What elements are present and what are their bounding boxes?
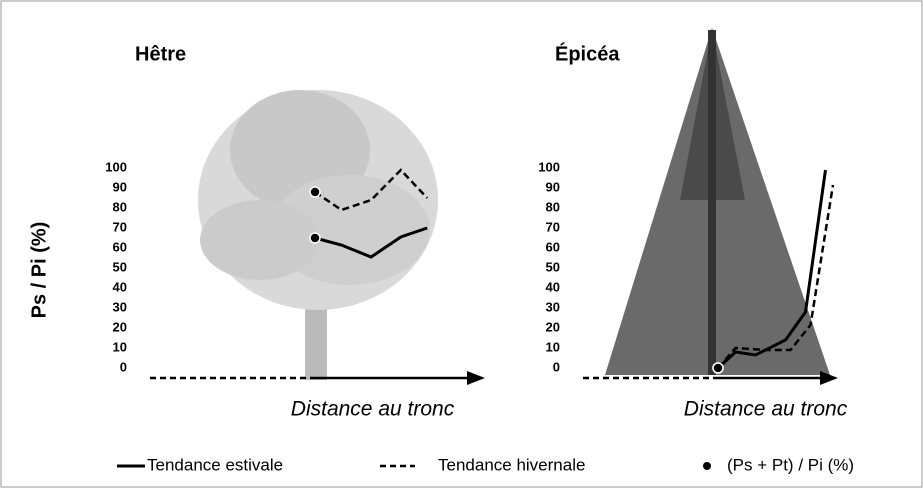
y-tick-label: 40: [546, 279, 560, 294]
y-tick-label: 20: [113, 319, 127, 334]
start-marker: [310, 187, 320, 197]
figure: Ps / Pi (%) Tendance estivale Tendance h…: [0, 0, 923, 488]
y-tick-label: 60: [546, 239, 560, 254]
y-tick-label: 30: [113, 299, 127, 314]
y-tick-label: 80: [113, 199, 127, 214]
x-axis-label: Distance au tronc: [291, 398, 455, 421]
legend-label: (Ps + Pt) / Pi (%): [727, 455, 854, 474]
y-axis-label: Ps / Pi (%): [28, 222, 50, 319]
y-tick-label: 90: [546, 179, 560, 194]
legend-marker: [703, 462, 711, 470]
y-tick-label: 10: [113, 339, 127, 354]
y-tick-label: 100: [105, 159, 127, 174]
y-tick-label: 10: [546, 339, 560, 354]
y-tick-label: 90: [113, 179, 127, 194]
x-axis-label: Distance au tronc: [684, 398, 848, 421]
y-tick-label: 80: [546, 199, 560, 214]
y-tick-label: 70: [546, 219, 560, 234]
chart-title: Épicéa: [555, 42, 620, 65]
y-tick-label: 0: [120, 359, 127, 374]
y-tick-label: 50: [546, 259, 560, 274]
y-tick-label: 30: [546, 299, 560, 314]
chart-title: Hêtre: [135, 43, 186, 65]
legend-label: Tendance estivale: [147, 455, 283, 474]
y-tick-label: 70: [113, 219, 127, 234]
y-tick-label: 20: [546, 319, 560, 334]
y-tick-label: 0: [553, 359, 560, 374]
start-marker: [713, 363, 723, 373]
y-tick-label: 100: [538, 159, 560, 174]
y-tick-label: 40: [113, 279, 127, 294]
y-tick-label: 60: [113, 239, 127, 254]
legend-label: Tendance hivernale: [438, 455, 585, 474]
y-tick-label: 50: [113, 259, 127, 274]
start-marker: [310, 233, 320, 243]
